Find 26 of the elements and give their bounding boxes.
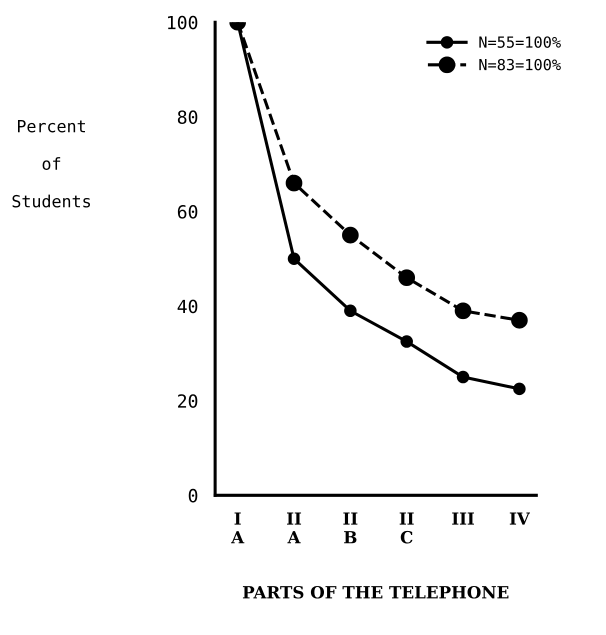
text: Percent of Students — [12, 120, 90, 208]
y-tick-label: 60 — [178, 204, 198, 219]
y-tick-label: 80 — [178, 110, 198, 124]
x-tick-label: III — [452, 512, 474, 525]
point — [400, 335, 413, 348]
point — [344, 304, 357, 318]
point — [398, 269, 416, 286]
x-tick-label: II C — [400, 512, 414, 544]
legend-label: N=55=100% — [479, 36, 561, 48]
y-tick-label: 0 — [188, 488, 198, 502]
x-tick-label: I A — [231, 512, 244, 544]
x-axis-title: PARTS OF THE TELEPHONE — [242, 586, 508, 599]
y-tick-label: 100 — [168, 16, 198, 30]
legend-label: N=83=100% — [479, 58, 561, 70]
x-tick-label: II A — [287, 512, 302, 544]
y-tick-label: 40 — [178, 300, 198, 314]
point — [342, 226, 359, 244]
point — [456, 370, 470, 384]
point — [286, 174, 302, 192]
x-tick-label: II B — [343, 512, 358, 544]
point — [288, 252, 300, 266]
x-tick-label: IV — [510, 512, 530, 525]
point — [454, 302, 472, 320]
y-tick-label: 20 — [178, 394, 198, 408]
point — [511, 312, 528, 329]
point — [513, 382, 526, 396]
